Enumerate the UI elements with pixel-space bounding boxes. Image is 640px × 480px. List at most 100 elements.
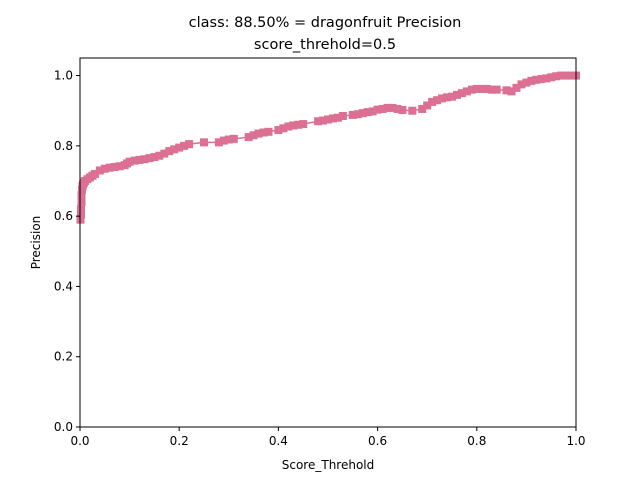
x-tick-label: 0.6 — [368, 434, 387, 448]
x-tick-label: 0.4 — [269, 434, 288, 448]
data-point — [170, 145, 179, 154]
data-point — [254, 129, 263, 138]
data-point — [477, 84, 486, 93]
y-tick-label: 0.8 — [54, 139, 73, 153]
data-point — [95, 166, 104, 175]
data-point — [214, 138, 223, 147]
x-axis-label: Score_Threhold — [282, 458, 375, 472]
data-point — [567, 71, 576, 80]
data-point — [249, 131, 258, 140]
data-point — [279, 124, 288, 133]
x-tick-label: 0.2 — [170, 434, 189, 448]
data-point — [562, 71, 571, 80]
data-point — [264, 127, 273, 136]
x-axis-ticks: 0.0 0.2 0.4 0.6 0.8 1.0 — [70, 427, 586, 448]
y-axis-ticks: 0.0 0.2 0.4 0.6 0.8 1.0 — [54, 69, 80, 434]
data-point — [274, 126, 283, 135]
data-point — [393, 104, 402, 113]
data-point — [289, 121, 298, 130]
data-point — [110, 162, 119, 171]
data-point — [507, 87, 516, 96]
data-point — [150, 153, 159, 162]
y-tick-label: 1.0 — [54, 69, 73, 83]
data-point — [552, 72, 561, 81]
data-point — [512, 83, 521, 92]
data-point — [338, 111, 347, 120]
data-point — [532, 75, 541, 84]
data-point — [462, 87, 471, 96]
data-point — [467, 85, 476, 94]
data-point — [319, 116, 328, 125]
data-point — [388, 103, 397, 112]
data-point — [457, 89, 466, 98]
data-point — [77, 191, 86, 200]
data-point — [77, 198, 86, 207]
data-point — [472, 84, 481, 93]
data-point — [294, 120, 303, 129]
plot-frame — [79, 57, 577, 428]
data-point — [324, 115, 332, 124]
data-point — [363, 108, 372, 117]
data-point — [502, 86, 511, 95]
data-point — [105, 163, 114, 172]
data-point — [368, 107, 377, 116]
data-point — [557, 71, 566, 80]
data-point — [155, 151, 164, 160]
data-point — [542, 74, 551, 83]
data-point — [452, 90, 461, 99]
data-point — [527, 76, 536, 85]
y-tick-label: 0.2 — [54, 350, 73, 364]
data-point — [492, 85, 501, 94]
chart-subtitle: score_threhold=0.5 — [254, 37, 396, 53]
data-point — [299, 120, 308, 129]
data-point — [378, 104, 387, 113]
data-point — [130, 156, 139, 165]
y-tick-label: 0.0 — [54, 420, 73, 434]
data-point — [125, 157, 134, 166]
data-point — [547, 73, 556, 82]
data-point — [433, 96, 442, 105]
data-point — [115, 162, 124, 171]
data-point — [482, 84, 491, 93]
data-point — [408, 106, 417, 115]
x-tick-label: 0.0 — [70, 434, 89, 448]
data-point — [448, 92, 456, 101]
data-point — [284, 122, 293, 131]
data-point — [517, 80, 526, 89]
data-point — [175, 143, 184, 152]
data-point — [185, 140, 194, 149]
data-point — [353, 110, 362, 119]
data-point — [76, 205, 85, 214]
data-point — [443, 93, 452, 102]
data-point — [428, 97, 437, 106]
data-point — [90, 169, 99, 178]
data-point — [423, 101, 432, 110]
data-point — [180, 141, 189, 150]
data-point — [165, 147, 174, 156]
data-point — [244, 133, 253, 142]
y-tick-label: 0.6 — [54, 209, 73, 223]
data-point — [135, 155, 144, 164]
data-point — [373, 105, 382, 114]
data-point — [348, 110, 357, 119]
data-point — [140, 155, 149, 164]
data-point — [314, 117, 323, 126]
data-point — [537, 75, 546, 84]
chart-title: class: 88.50% = dragonfruit Precision — [189, 15, 462, 31]
data-point — [224, 135, 233, 144]
data-point — [398, 106, 407, 115]
data-point — [418, 104, 427, 113]
data-point — [145, 154, 154, 163]
data-point — [229, 134, 238, 143]
data-point — [522, 78, 531, 87]
y-axis-label: Precision — [29, 216, 43, 270]
y-tick-label: 0.4 — [54, 279, 73, 293]
x-tick-label: 1.0 — [566, 434, 585, 448]
data-point — [487, 85, 496, 94]
data-point — [100, 164, 109, 173]
data-point — [76, 210, 85, 219]
data-point — [383, 103, 392, 112]
x-tick-label: 0.8 — [467, 434, 486, 448]
